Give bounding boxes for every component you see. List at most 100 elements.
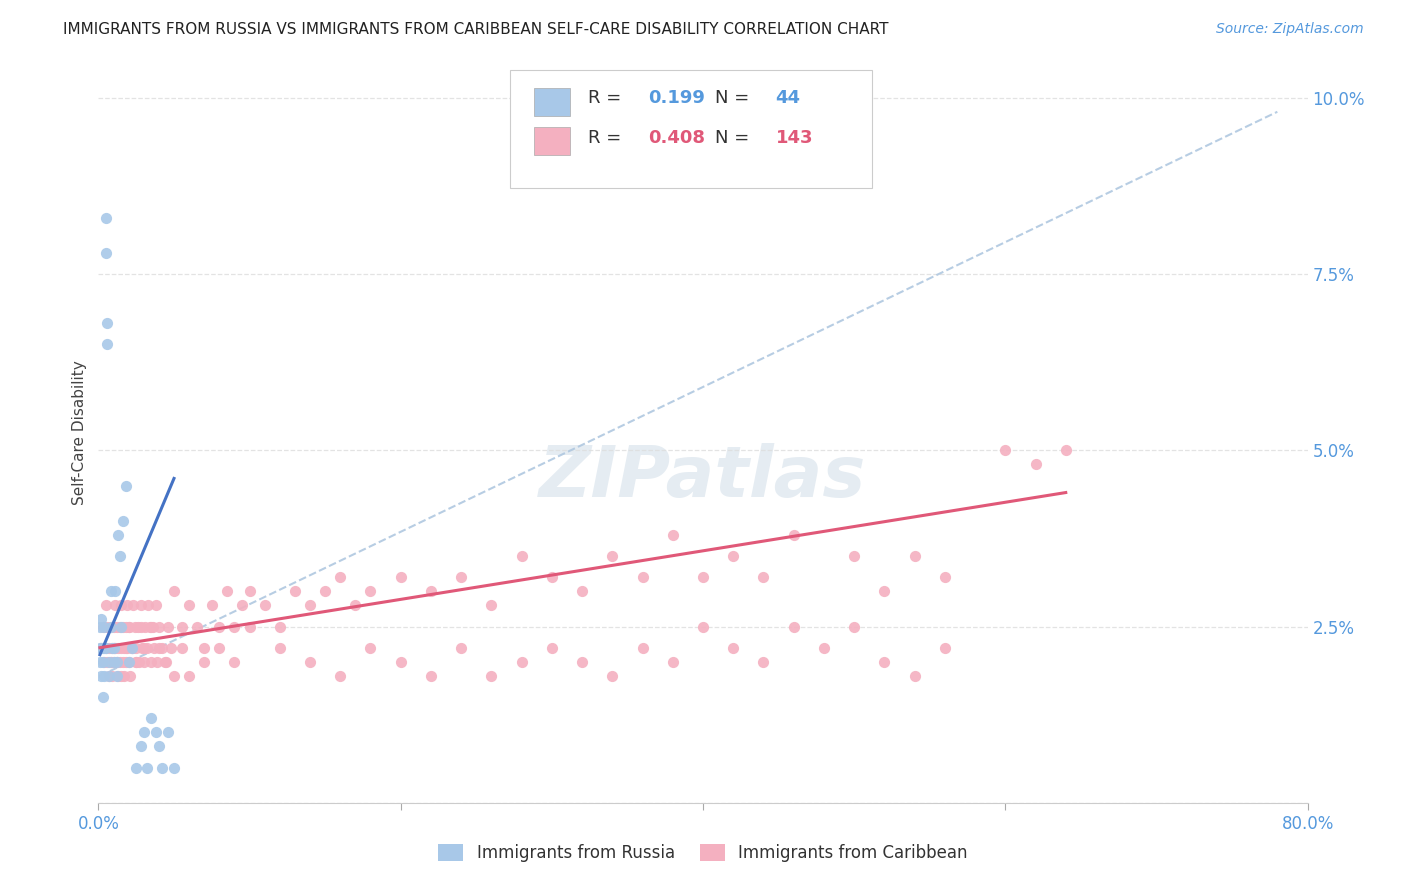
Point [208, 640, 231, 655]
Point [163, 760, 186, 774]
Point [752, 655, 775, 669]
Point [104, 640, 127, 655]
Point [904, 549, 927, 563]
Point [105, 655, 128, 669]
Point [107, 669, 129, 683]
Point [135, 760, 157, 774]
Point [142, 619, 165, 633]
Point [329, 669, 352, 683]
Point [94, 640, 117, 655]
Point [269, 640, 291, 655]
Point [93, 655, 115, 669]
Text: 44: 44 [776, 89, 800, 107]
Point [783, 619, 806, 633]
Point [96, 316, 118, 330]
Point [134, 619, 156, 633]
FancyBboxPatch shape [534, 127, 569, 155]
Point [420, 669, 443, 683]
Point [103, 655, 125, 669]
Point [118, 619, 141, 633]
Point [131, 640, 153, 655]
Point [98, 640, 121, 655]
Point [104, 584, 127, 599]
Point [450, 570, 472, 584]
Point [141, 619, 163, 633]
Point [111, 655, 134, 669]
Point [120, 669, 142, 683]
Text: 143: 143 [776, 129, 813, 147]
Point [602, 669, 624, 683]
Point [193, 655, 215, 669]
Text: 0.199: 0.199 [648, 89, 706, 107]
Point [201, 599, 224, 613]
Point [105, 669, 128, 683]
Point [752, 570, 775, 584]
Point [135, 640, 157, 655]
Point [96, 655, 118, 669]
Point [125, 655, 148, 669]
Point [105, 655, 128, 669]
Point [114, 619, 136, 633]
Point [631, 570, 654, 584]
Point [934, 640, 956, 655]
Point [125, 640, 148, 655]
Point [110, 640, 132, 655]
Point [94, 640, 117, 655]
Point [692, 619, 714, 633]
Point [723, 549, 745, 563]
Point [186, 619, 208, 633]
Point [112, 640, 135, 655]
Point [132, 640, 155, 655]
Point [101, 640, 124, 655]
Point [783, 528, 806, 542]
Point [163, 584, 186, 599]
Point [98, 669, 121, 683]
Point [118, 655, 141, 669]
Text: Source: ZipAtlas.com: Source: ZipAtlas.com [1216, 22, 1364, 37]
Point [122, 599, 145, 613]
Point [129, 599, 152, 613]
Point [299, 655, 322, 669]
Point [100, 619, 122, 633]
Point [510, 549, 533, 563]
Point [224, 619, 246, 633]
Text: ZIPatlas: ZIPatlas [540, 442, 866, 511]
Point [844, 549, 866, 563]
Text: R =: R = [588, 129, 627, 147]
Point [127, 619, 149, 633]
Point [104, 599, 127, 613]
Point [110, 619, 132, 633]
Point [813, 640, 835, 655]
Text: N =: N = [716, 129, 755, 147]
Point [145, 599, 167, 613]
Point [98, 655, 121, 669]
Point [129, 739, 152, 754]
Point [100, 655, 122, 669]
Point [329, 570, 352, 584]
Point [571, 655, 593, 669]
Point [89, 655, 111, 669]
Legend: Immigrants from Russia, Immigrants from Caribbean: Immigrants from Russia, Immigrants from … [432, 837, 974, 869]
Point [360, 584, 382, 599]
Point [253, 599, 276, 613]
Point [155, 655, 177, 669]
Point [389, 655, 412, 669]
Point [132, 725, 155, 739]
Point [110, 669, 132, 683]
Point [91, 619, 114, 633]
Point [994, 443, 1017, 458]
Point [91, 690, 114, 704]
Point [163, 669, 186, 683]
Point [114, 655, 136, 669]
Point [873, 584, 896, 599]
Point [148, 640, 170, 655]
Point [101, 669, 124, 683]
Point [111, 619, 134, 633]
Point [89, 640, 111, 655]
Point [934, 570, 956, 584]
Point [121, 640, 143, 655]
Point [107, 640, 129, 655]
Point [90, 640, 112, 655]
Point [110, 599, 132, 613]
Point [239, 584, 262, 599]
